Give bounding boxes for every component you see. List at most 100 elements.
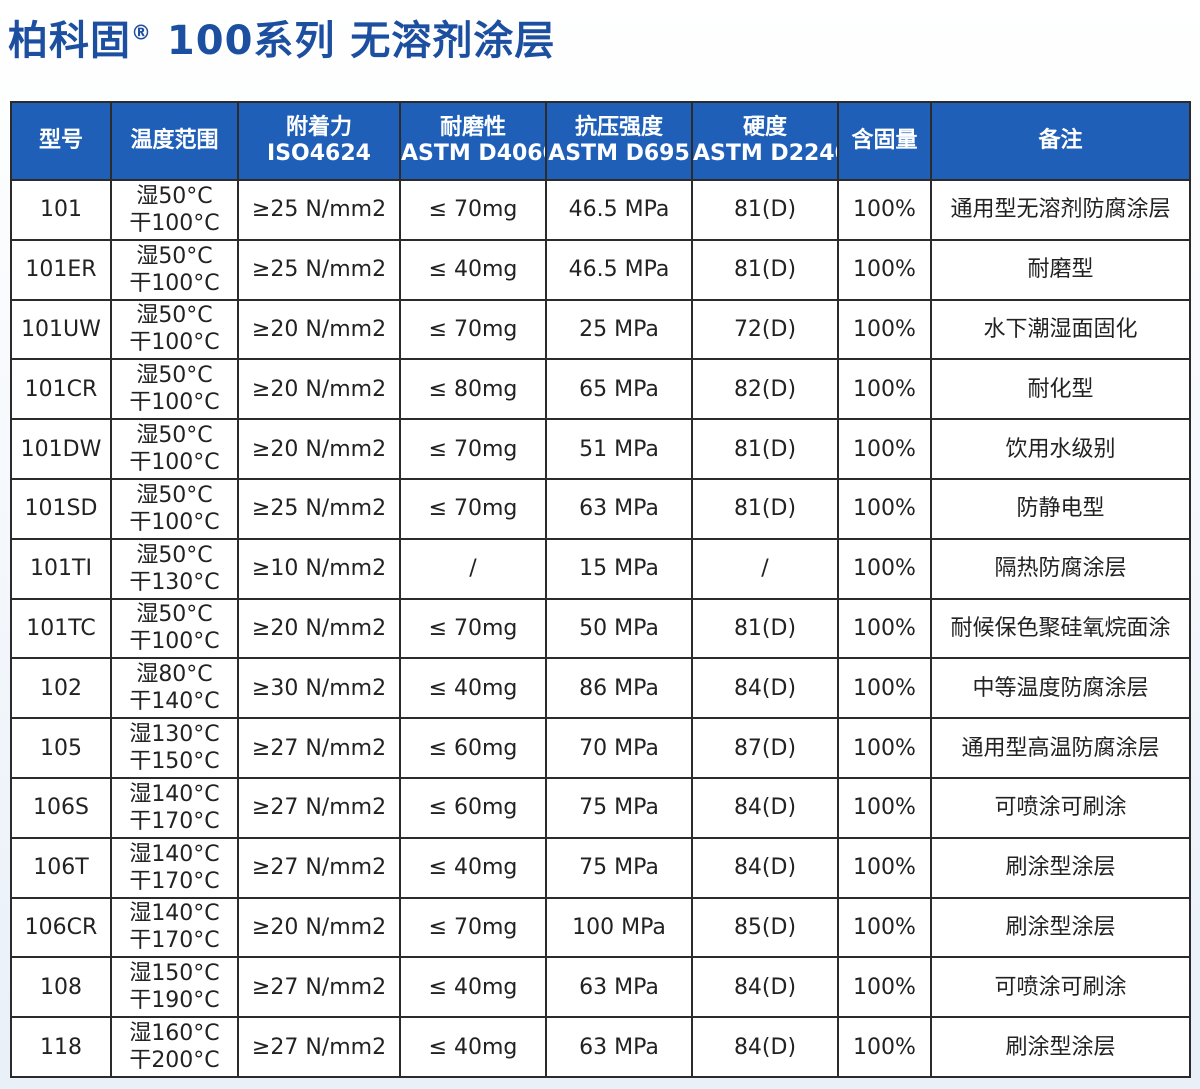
cell-hardness: 84(D) [691, 956, 839, 1019]
cell-abrasion: ≤ 70mg [399, 179, 547, 241]
cell-abrasion: / [399, 537, 547, 600]
cell-abrasion: ≤ 40mg [399, 657, 547, 720]
cell-compressive-strength: 100 MPa [545, 896, 693, 959]
cell-abrasion: ≤ 40mg [399, 1016, 547, 1078]
cell-compressive-strength: 75 MPa [545, 776, 693, 839]
cell-hardness: 84(D) [691, 836, 839, 899]
cell-compressive-strength: 50 MPa [545, 597, 693, 660]
cell-adhesion: ≥30 N/mm2 [237, 657, 401, 720]
cell-model: 101UW [10, 298, 112, 361]
table-row: 101UW 湿50°C 干100°C ≥20 N/mm2 ≤ 70mg 25 MPa 72(… [10, 298, 1191, 361]
cell-adhesion: ≥20 N/mm2 [237, 597, 401, 660]
table-row: 101TC 湿50°C 干100°C ≥20 N/mm2 ≤ 70mg 50 MPa 81(… [10, 597, 1191, 660]
cell-temp-range: 湿160°C 干200°C [110, 1016, 239, 1078]
cell-abrasion: ≤ 60mg [399, 776, 547, 839]
cell-solids: 100% [837, 1016, 932, 1078]
cell-solids: 100% [837, 418, 932, 480]
cell-compressive-strength: 51 MPa [545, 418, 693, 480]
cell-compressive-strength: 25 MPa [545, 298, 693, 361]
page-title: 柏科固® 100系列 无溶剂涂层 [8, 8, 555, 66]
cell-model: 102 [10, 657, 112, 720]
cell-solids: 100% [837, 896, 932, 959]
temp-dry: 干170°C [129, 868, 220, 894]
registered-mark: ® [131, 20, 152, 45]
header-label: 备注 [1038, 128, 1083, 153]
cell-model: 101CR [10, 358, 112, 421]
cell-note: 耐候保色聚硅氧烷面涂 [930, 597, 1191, 660]
temp-wet: 湿150°C [129, 961, 220, 987]
cell-hardness: 84(D) [691, 657, 839, 720]
temp-dry: 干200°C [129, 1048, 220, 1074]
cell-note: 耐化型 [930, 358, 1191, 421]
temp-dry: 干170°C [129, 928, 220, 954]
cell-note: 刷涂型涂层 [930, 896, 1191, 959]
cell-temp-range: 湿50°C 干100°C [110, 298, 239, 361]
cell-adhesion: ≥20 N/mm2 [237, 896, 401, 959]
cell-hardness: 87(D) [691, 717, 839, 779]
cell-adhesion: ≥27 N/mm2 [237, 776, 401, 839]
table-row: 105 湿130°C 干150°C ≥27 N/mm2 ≤ 60mg 70 MPa 87(D… [10, 717, 1191, 779]
cell-solids: 100% [837, 956, 932, 1019]
title-brand: 柏科固 [8, 18, 131, 64]
header-temp-range: 温度范围 [110, 101, 239, 181]
table-row: 101CR 湿50°C 干100°C ≥20 N/mm2 ≤ 80mg 65 MPa 82(… [10, 358, 1191, 421]
cell-note: 耐磨型 [930, 238, 1191, 301]
table-row: 106CR 湿140°C 干170°C ≥20 N/mm2 ≤ 70mg 100 MPa 8… [10, 896, 1191, 959]
cell-note: 可喷涂可刷涂 [930, 776, 1191, 839]
cell-hardness: / [691, 537, 839, 600]
cell-model: 101TC [10, 597, 112, 660]
cell-compressive-strength: 15 MPa [545, 537, 693, 600]
cell-hardness: 84(D) [691, 1016, 839, 1078]
cell-adhesion: ≥27 N/mm2 [237, 956, 401, 1019]
cell-hardness: 72(D) [691, 298, 839, 361]
cell-abrasion: ≤ 40mg [399, 238, 547, 301]
cell-abrasion: ≤ 70mg [399, 896, 547, 959]
header-adhesion: 附着力 ISO4624 [237, 101, 401, 181]
cell-hardness: 81(D) [691, 418, 839, 480]
cell-temp-range: 湿80°C 干140°C [110, 657, 239, 720]
cell-adhesion: ≥20 N/mm2 [237, 418, 401, 480]
cell-hardness: 81(D) [691, 179, 839, 241]
cell-solids: 100% [837, 717, 932, 779]
cell-temp-range: 湿50°C 干130°C [110, 537, 239, 600]
cell-hardness: 84(D) [691, 776, 839, 839]
temp-wet: 湿50°C [136, 482, 213, 508]
cell-solids: 100% [837, 836, 932, 899]
cell-solids: 100% [837, 537, 932, 600]
cell-hardness: 85(D) [691, 896, 839, 959]
cell-compressive-strength: 63 MPa [545, 1016, 693, 1078]
cell-hardness: 82(D) [691, 358, 839, 421]
cell-abrasion: ≤ 70mg [399, 597, 547, 660]
cell-compressive-strength: 46.5 MPa [545, 238, 693, 301]
temp-dry: 干100°C [129, 330, 220, 356]
table-row: 102 湿80°C 干140°C ≥30 N/mm2 ≤ 40mg 86 MPa 84(D)… [10, 657, 1191, 720]
product-spec-table: 型号 温度范围 附着力 ISO4624 耐磨性 ASTM D4060 抗压强度 ASTM D6… [10, 101, 1191, 1078]
cell-compressive-strength: 70 MPa [545, 717, 693, 779]
cell-note: 隔热防腐涂层 [930, 537, 1191, 600]
cell-adhesion: ≥20 N/mm2 [237, 358, 401, 421]
temp-dry: 干190°C [129, 988, 220, 1014]
cell-solids: 100% [837, 657, 932, 720]
header-label: 硬度 [742, 115, 787, 140]
cell-adhesion: ≥25 N/mm2 [237, 238, 401, 301]
cell-model: 101 [10, 179, 112, 241]
temp-dry: 干100°C [129, 629, 220, 655]
table-row: 101SD 湿50°C 干100°C ≥25 N/mm2 ≤ 70mg 63 MPa 81(… [10, 477, 1191, 540]
cell-adhesion: ≥27 N/mm2 [237, 836, 401, 899]
cell-abrasion: ≤ 80mg [399, 358, 547, 421]
cell-solids: 100% [837, 597, 932, 660]
temp-dry: 干150°C [129, 749, 220, 775]
cell-note: 饮用水级别 [930, 418, 1191, 480]
header-label: 含固量 [851, 128, 918, 153]
cell-solids: 100% [837, 298, 932, 361]
table-body: 101 湿50°C 干100°C ≥25 N/mm2 ≤ 70mg 46.5 MPa 81(… [10, 179, 1191, 1078]
table-row: 101ER 湿50°C 干100°C ≥25 N/mm2 ≤ 40mg 46.5 MPa 8… [10, 238, 1191, 301]
cell-temp-range: 湿50°C 干100°C [110, 238, 239, 301]
temp-wet: 湿140°C [129, 901, 220, 927]
temp-wet: 湿50°C [136, 303, 213, 329]
cell-solids: 100% [837, 358, 932, 421]
cell-model: 101DW [10, 418, 112, 480]
header-standard: ASTM D695 [548, 141, 690, 166]
header-notes: 备注 [930, 101, 1191, 181]
cell-adhesion: ≥20 N/mm2 [237, 298, 401, 361]
